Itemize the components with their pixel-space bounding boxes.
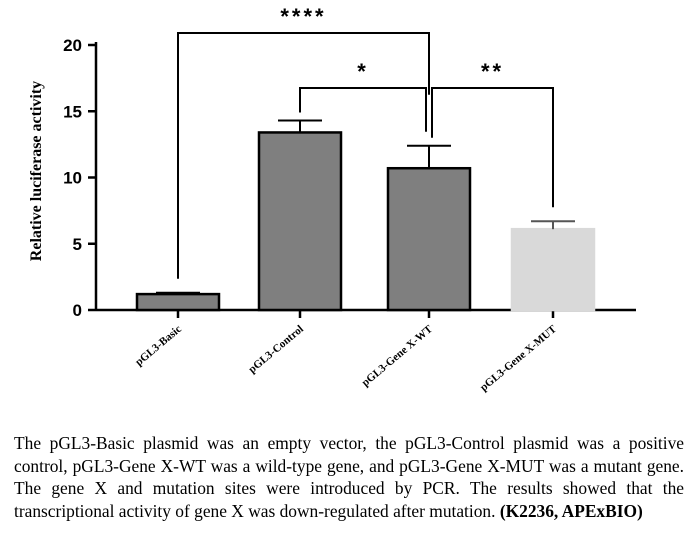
significance-label: **** bbox=[280, 4, 326, 29]
figure-caption: The pGL3-Basic plasmid was an empty vect… bbox=[14, 432, 684, 522]
bar bbox=[510, 227, 596, 312]
significance-bracket bbox=[431, 87, 554, 208]
bar bbox=[135, 292, 221, 312]
y-tick-label: 15 bbox=[63, 102, 82, 121]
category-label: pGL3-Control bbox=[246, 323, 306, 376]
bar bbox=[257, 131, 343, 312]
y-tick-label: 10 bbox=[63, 169, 82, 188]
category-labels: pGL3-Basic pGL3-Control pGL3-Gene X-WT pGL3… bbox=[133, 323, 559, 394]
error-bars-group bbox=[156, 119, 575, 295]
y-tick-label: 20 bbox=[63, 36, 82, 55]
category-label: pGL3-Gene X-WT bbox=[360, 323, 436, 389]
significance-bracket bbox=[177, 32, 430, 279]
caption-source: (K2236, APExBIO) bbox=[499, 500, 643, 521]
bars-group bbox=[135, 131, 596, 312]
y-tick-label: 0 bbox=[73, 301, 82, 320]
category-label: pGL3-Gene X-MUT bbox=[478, 323, 559, 394]
significance-bracket bbox=[299, 87, 427, 132]
significance-brackets: ***** ** bbox=[177, 4, 554, 279]
category-label: pGL3-Basic bbox=[133, 323, 184, 368]
bar bbox=[386, 166, 472, 312]
significance-label: ** bbox=[481, 59, 504, 84]
y-tick-label: 5 bbox=[73, 235, 82, 254]
y-axis-title: Relative luciferase activity bbox=[28, 81, 45, 261]
caption-text: The pGL3-Basic plasmid was an empty vect… bbox=[14, 433, 684, 521]
significance-label: * bbox=[357, 59, 369, 84]
